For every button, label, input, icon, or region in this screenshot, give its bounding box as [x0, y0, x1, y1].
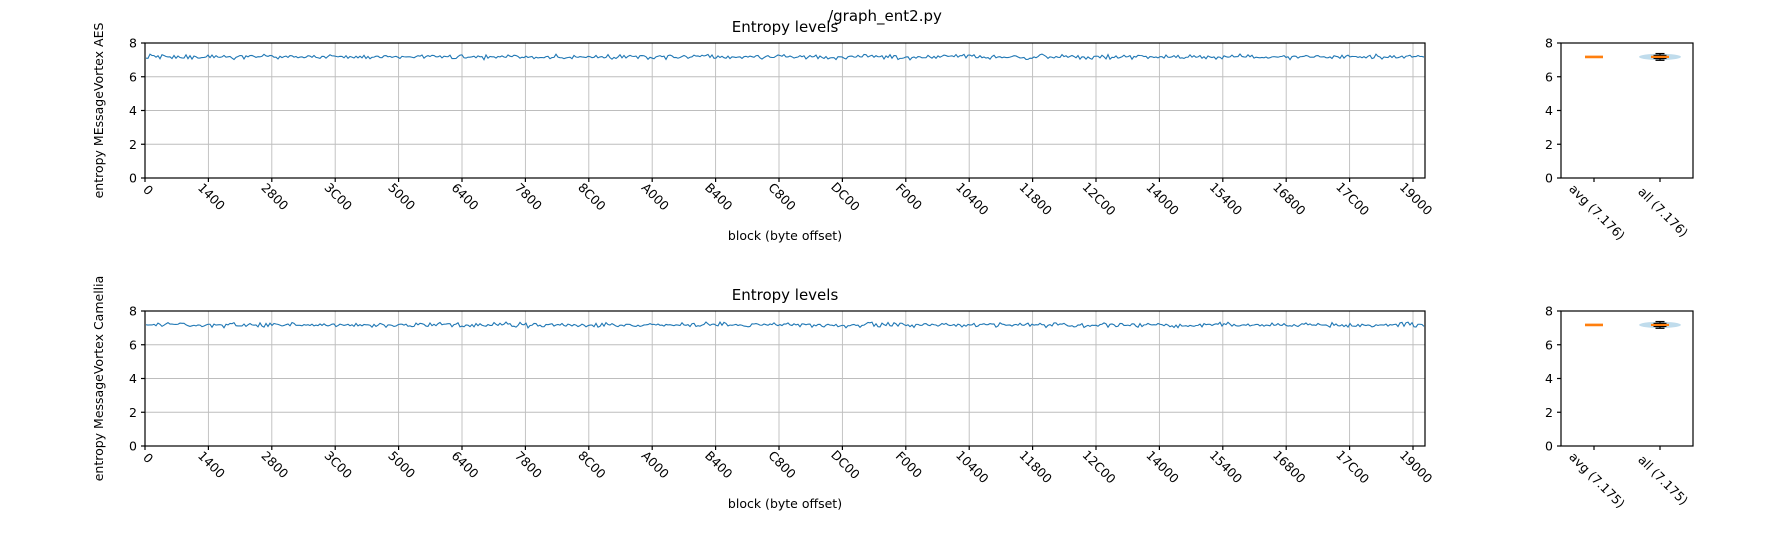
x-tick-label: B400 — [702, 180, 736, 214]
x-tick-label: 15400 — [1207, 447, 1246, 486]
x-tick-label: 14000 — [1143, 447, 1182, 486]
y-tick-label: 4 — [129, 371, 137, 386]
y-tick-label: 6 — [1545, 69, 1553, 84]
x-tick-label: 8C00 — [575, 448, 609, 482]
y-tick-label: 4 — [1545, 371, 1553, 386]
x-tick-label: 10400 — [953, 179, 992, 218]
x-tick-label: 16800 — [1270, 447, 1309, 486]
axes-frame — [1560, 310, 1694, 447]
y-tick-label: 8 — [1545, 304, 1553, 319]
x-tick-label: C800 — [765, 180, 799, 214]
entropy-box-chart-aes: 0 2 4 6 8 avg (7.176) all (7.176) — [1545, 36, 1694, 243]
x-tick-label: 17C00 — [1333, 447, 1372, 486]
x-tick-label: 2800 — [258, 448, 291, 481]
axes-title: Entropy levels — [732, 18, 839, 36]
y-tick-label: 0 — [1545, 171, 1553, 186]
y-tick-label: 4 — [1545, 103, 1553, 118]
entropy-series-line — [145, 53, 1425, 61]
x-tick-label: 3C00 — [322, 448, 356, 482]
y-tick-label: 6 — [1545, 337, 1553, 352]
x-tick-label: 7800 — [512, 448, 545, 481]
y-tick-label: 4 — [129, 103, 137, 118]
x-tick-label: 11800 — [1016, 179, 1055, 218]
x-tick-label: 3C00 — [322, 180, 356, 214]
y-tick-label: 2 — [1545, 405, 1553, 420]
x-tick-label: DC00 — [828, 447, 863, 482]
y-tick-label: 2 — [129, 137, 137, 152]
x-tick-label: A000 — [639, 448, 673, 482]
x-tick-label: 7800 — [512, 180, 545, 213]
axes-frame — [1560, 42, 1694, 179]
axes-title: Entropy levels — [732, 286, 839, 304]
x-tick-label: all (7.176) — [1635, 184, 1691, 240]
x-tick-label: all (7.175) — [1635, 452, 1691, 508]
x-tick-label: 15400 — [1207, 179, 1246, 218]
y-axis-label: entropy MEssageVortex AES — [91, 23, 106, 199]
y-tick-label: 8 — [129, 36, 137, 51]
x-tick-label: F000 — [893, 448, 926, 481]
entropy-line-chart-camellia: 0 2 4 6 8 0 1400 2800 3C00 5000 6400 7800 8C00 A000 B4… — [91, 276, 1436, 511]
x-tick-label: avg (7.176) — [1566, 181, 1628, 243]
x-tick-label: avg (7.175) — [1566, 449, 1628, 511]
x-tick-label: 10400 — [953, 447, 992, 486]
x-tick-label: 0 — [140, 450, 156, 466]
entropy-series-line — [145, 320, 1425, 329]
x-tick-label: 16800 — [1270, 179, 1309, 218]
y-axis-label: entropy MessageVortex Camellia — [91, 276, 106, 482]
x-tick-label: 1400 — [195, 448, 228, 481]
x-tick-label: 5000 — [385, 448, 418, 481]
y-tick-label: 6 — [129, 337, 137, 352]
entropy-line-chart-aes: 0 2 4 6 8 0 1400 2800 3C00 5000 6400 7800 8C00 A000 B4… — [91, 18, 1436, 243]
y-tick-label: 2 — [1545, 137, 1553, 152]
x-tick-label: 12C00 — [1080, 447, 1119, 486]
x-tick-label: 2800 — [258, 180, 291, 213]
x-tick-label: DC00 — [828, 179, 863, 214]
x-tick-label: 12C00 — [1080, 179, 1119, 218]
x-tick-label: 17C00 — [1333, 179, 1372, 218]
y-tick-label: 8 — [129, 304, 137, 319]
x-tick-label: 19000 — [1397, 179, 1436, 218]
x-tick-label: F000 — [893, 180, 926, 213]
x-tick-label: 19000 — [1397, 447, 1436, 486]
x-tick-label: 1400 — [195, 180, 228, 213]
entropy-box-chart-camellia: 0 2 4 6 8 avg (7.175) all (7.175) — [1545, 304, 1694, 511]
y-tick-label: 6 — [129, 69, 137, 84]
x-tick-label: B400 — [702, 448, 736, 482]
x-tick-label: 8C00 — [575, 180, 609, 214]
x-tick-label: 11800 — [1016, 447, 1055, 486]
x-tick-label: 6400 — [449, 448, 482, 481]
x-tick-label: 5000 — [385, 180, 418, 213]
y-tick-label: 0 — [129, 439, 137, 454]
y-tick-label: 0 — [1545, 439, 1553, 454]
x-tick-label: 14000 — [1143, 179, 1182, 218]
x-axis-label: block (byte offset) — [728, 496, 842, 511]
y-tick-label: 8 — [1545, 36, 1553, 51]
x-tick-label: C800 — [765, 448, 799, 482]
x-tick-label: A000 — [639, 180, 673, 214]
x-axis-label: block (byte offset) — [728, 228, 842, 243]
y-tick-label: 2 — [129, 405, 137, 420]
y-tick-label: 0 — [129, 171, 137, 186]
x-tick-label: 6400 — [449, 180, 482, 213]
x-tick-label: 0 — [140, 182, 156, 198]
